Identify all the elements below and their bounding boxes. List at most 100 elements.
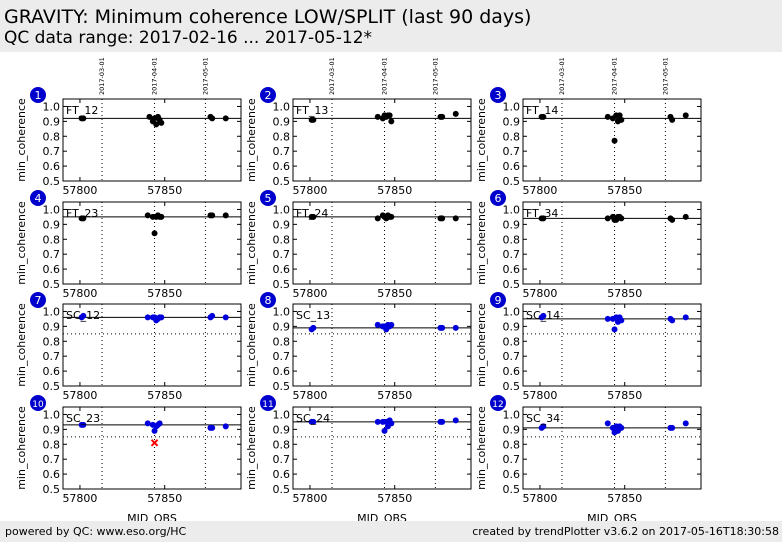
data-point xyxy=(222,115,229,122)
plot-frame xyxy=(62,98,242,182)
x-tick-label: 57850 xyxy=(377,389,412,402)
y-tick-label: 1.0 xyxy=(503,203,521,216)
y-axis-label: min_coherence xyxy=(245,201,258,285)
y-tick-label: 0.6 xyxy=(273,468,291,481)
panel-label: FT_24 xyxy=(296,207,328,220)
x-tick-label: 57850 xyxy=(147,287,182,300)
date-marker-label: 2017-03-01 xyxy=(98,57,106,95)
data-point xyxy=(618,215,625,222)
x-tick-label: 57800 xyxy=(62,184,97,197)
y-tick-label: 0.9 xyxy=(273,423,291,436)
plot-frame xyxy=(62,406,242,490)
panel-label: SC_12 xyxy=(66,309,100,322)
panel-label: SC_23 xyxy=(66,412,100,425)
data-point xyxy=(80,215,87,222)
y-tick-label: 0.7 xyxy=(503,350,521,363)
x-tick-label: 57800 xyxy=(292,287,327,300)
y-axis-label: min_coherence xyxy=(15,201,28,285)
y-tick-label: 0.7 xyxy=(43,145,61,158)
data-point xyxy=(452,417,459,424)
data-point xyxy=(209,424,216,431)
y-tick-label: 0.9 xyxy=(503,218,521,231)
data-point xyxy=(209,115,216,122)
y-tick-label: 0.8 xyxy=(273,335,291,348)
x-tick-label: 57850 xyxy=(147,184,182,197)
y-axis-label: min_coherence xyxy=(15,303,28,387)
data-point xyxy=(158,314,165,321)
x-tick-label: 57800 xyxy=(62,287,97,300)
footer-credit: powered by QC: www.eso.org/HC xyxy=(5,525,187,538)
y-tick-label: 0.6 xyxy=(43,365,61,378)
data-point xyxy=(604,315,611,322)
data-point xyxy=(310,324,317,331)
data-point xyxy=(439,418,446,425)
data-point xyxy=(310,418,317,425)
y-axis-label: min_coherence xyxy=(245,406,258,490)
panel-number: 8 xyxy=(265,294,272,307)
data-point xyxy=(153,121,160,128)
data-point xyxy=(80,115,87,122)
plot-frame xyxy=(62,201,242,285)
data-point xyxy=(144,420,151,427)
plot-panel-sc-23: 0.5 0.6 0.7 0.8 0.9 1.0 57800 57850 min_coherenc… xyxy=(15,395,242,505)
data-point xyxy=(682,420,689,427)
y-tick-label: 0.6 xyxy=(43,160,61,173)
data-point xyxy=(374,321,381,328)
panel-label: FT_23 xyxy=(66,207,98,220)
x-tick-label: 57850 xyxy=(607,492,642,505)
data-point xyxy=(310,116,317,123)
data-point xyxy=(669,216,676,223)
panel-label: SC_24 xyxy=(296,412,330,425)
plot-panel-ft-12: 2017-03-01 2017-04-01 2017-05-01 0.5 0.6 0.7 0… xyxy=(15,57,242,197)
plot-frame xyxy=(62,303,242,387)
data-point xyxy=(618,424,625,431)
plot-area xyxy=(63,99,241,181)
x-tick-label: 57800 xyxy=(292,492,327,505)
panel-number: 3 xyxy=(495,89,502,102)
y-tick-label: 0.9 xyxy=(43,320,61,333)
y-tick-label: 0.7 xyxy=(273,350,291,363)
y-axis-label: min_coherence xyxy=(15,406,28,490)
y-tick-label: 0.8 xyxy=(273,130,291,143)
panel-number: 7 xyxy=(35,294,42,307)
panel-number-badge xyxy=(490,292,506,308)
data-point xyxy=(151,230,158,237)
y-tick-label: 1.0 xyxy=(43,100,61,113)
y-tick-label: 1.0 xyxy=(273,408,291,421)
y-tick-label: 0.9 xyxy=(273,115,291,128)
y-tick-label: 0.6 xyxy=(43,263,61,276)
y-tick-label: 0.5 xyxy=(43,380,61,393)
y-tick-label: 0.8 xyxy=(273,233,291,246)
y-tick-label: 0.8 xyxy=(503,335,521,348)
x-tick-label: 57850 xyxy=(607,389,642,402)
y-tick-label: 0.7 xyxy=(503,248,521,261)
y-tick-label: 0.7 xyxy=(43,453,61,466)
panel-number-badge xyxy=(30,190,46,206)
y-tick-label: 1.0 xyxy=(43,305,61,318)
data-point xyxy=(540,312,547,319)
data-point xyxy=(144,212,151,219)
y-tick-label: 0.8 xyxy=(43,130,61,143)
y-tick-label: 0.7 xyxy=(43,248,61,261)
x-tick-label: 57800 xyxy=(522,184,557,197)
panel-number: 4 xyxy=(35,192,42,205)
data-point xyxy=(439,215,446,222)
y-axis-label: min_coherence xyxy=(475,98,488,182)
y-tick-label: 0.6 xyxy=(503,160,521,173)
plot-panel-sc-12: 0.5 0.6 0.7 0.8 0.9 1.0 57800 57850 min_coherenc… xyxy=(15,292,242,402)
x-tick-label: 57850 xyxy=(377,492,412,505)
data-point xyxy=(388,420,395,427)
y-tick-label: 0.9 xyxy=(503,115,521,128)
y-tick-label: 0.7 xyxy=(273,145,291,158)
panel-label: FT_12 xyxy=(66,104,98,117)
plot-frame xyxy=(292,406,472,490)
y-tick-label: 0.5 xyxy=(503,278,521,291)
panel-label: FT_13 xyxy=(296,104,328,117)
y-tick-label: 0.8 xyxy=(503,130,521,143)
y-tick-label: 1.0 xyxy=(503,305,521,318)
panel-number-badge xyxy=(490,395,506,411)
data-point xyxy=(682,213,689,220)
panel-number-badge xyxy=(260,87,276,103)
data-point xyxy=(669,424,676,431)
qc-data-range: QC data range: 2017-02-16 ... 2017-05-12… xyxy=(4,28,373,48)
